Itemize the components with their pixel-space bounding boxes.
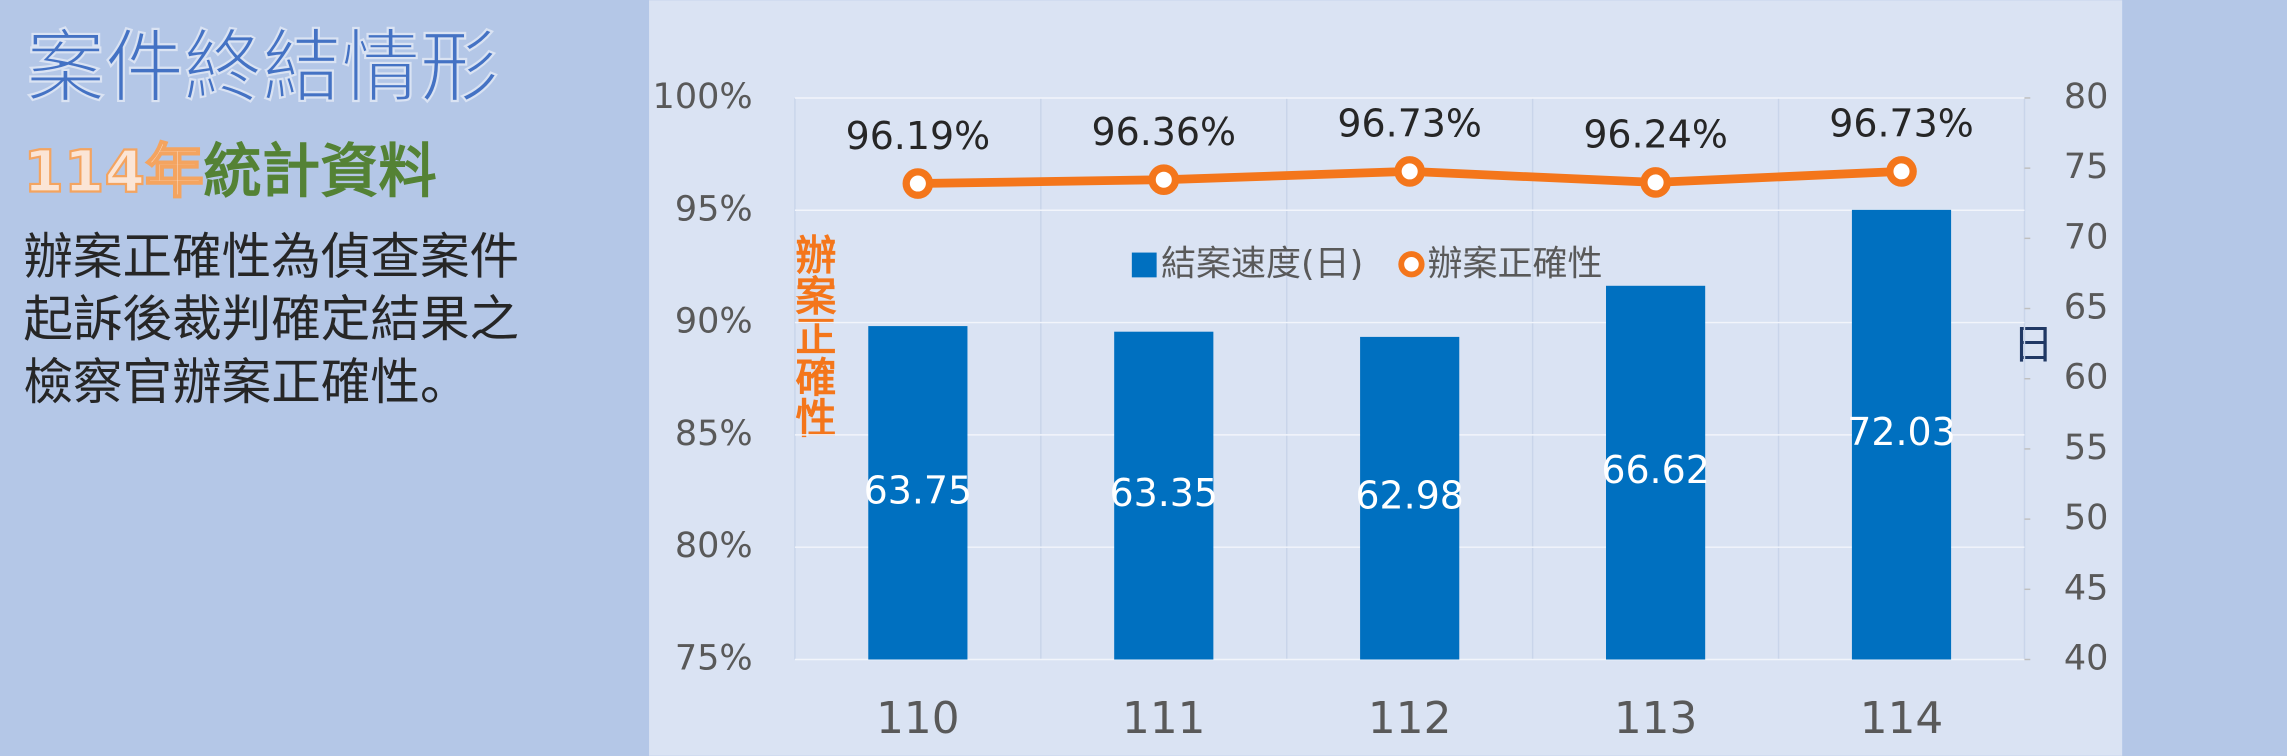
y-tick-label: 80% [675, 526, 753, 566]
y2-tick-label: 60 [2064, 358, 2109, 398]
bar [868, 326, 968, 660]
description: 檢察官辦案正確性。 [23, 353, 469, 411]
line-value-label: 96.24% [1583, 113, 1728, 157]
y2-tick-label: 65 [2064, 288, 2109, 328]
x-tick-label: 112 [1368, 693, 1452, 744]
y2-tick-label: 45 [2064, 568, 2109, 608]
description: 起訴後裁判確定結果之 [23, 290, 519, 348]
subtitle: 114年統計資料 [23, 137, 436, 205]
y2-axis-label: 日 [2013, 320, 2054, 368]
bar [1114, 331, 1214, 660]
bar-value-label: 63.75 [864, 468, 973, 512]
y-tick-label: 75% [675, 638, 753, 678]
y2-tick-label: 80 [2064, 77, 2109, 117]
y2-tick-label: 50 [2064, 498, 2109, 538]
bar [1851, 209, 1952, 660]
description: 辦案正確性為偵查案件 [23, 227, 519, 285]
x-tick-label: 110 [876, 693, 960, 744]
title: 案件終結情形 [26, 22, 499, 114]
y-tick-label: 90% [675, 302, 753, 342]
y2-tick-label: 70 [2064, 217, 2109, 257]
legend-swatch [1131, 252, 1157, 278]
bar-value-label: 62.98 [1355, 474, 1464, 518]
bar-value-label: 72.03 [1847, 410, 1956, 454]
bar [1360, 336, 1460, 660]
subtitle-rest: 統計資料 [203, 137, 436, 205]
line-marker [1886, 156, 1917, 187]
bar [1606, 285, 1706, 660]
bar-value-label: 66.62 [1601, 448, 1710, 492]
y2-tick-label: 55 [2064, 428, 2109, 468]
y-tick-label: 85% [675, 414, 753, 454]
line-value-label: 96.36% [1092, 110, 1237, 154]
y-tick-label: 95% [675, 189, 753, 229]
line-value-label: 96.73% [1829, 102, 1974, 146]
line-value-label: 96.73% [1337, 102, 1482, 146]
legend-label: 辦案正確性 [1427, 245, 1602, 285]
legend-swatch [1398, 251, 1425, 278]
x-tick-label: 111 [1122, 693, 1206, 744]
line-marker [1640, 167, 1671, 198]
y-tick-label: 100% [653, 77, 753, 117]
y-axis-label: 辦案正確性 [788, 234, 836, 438]
x-tick-label: 113 [1614, 693, 1698, 744]
line-value-label: 96.19% [846, 114, 991, 158]
subtitle-year: 114年 [23, 137, 203, 205]
line-marker [902, 168, 934, 199]
y2-tick-label: 75 [2064, 147, 2109, 187]
y2-tick-label: 40 [2064, 638, 2109, 678]
x-tick-label: 114 [1860, 693, 1944, 744]
line-marker [1148, 164, 1180, 196]
legend-label: 結案速度(日) [1161, 245, 1363, 285]
bar-value-label: 63.35 [1110, 471, 1219, 515]
line-marker [1394, 156, 1425, 187]
